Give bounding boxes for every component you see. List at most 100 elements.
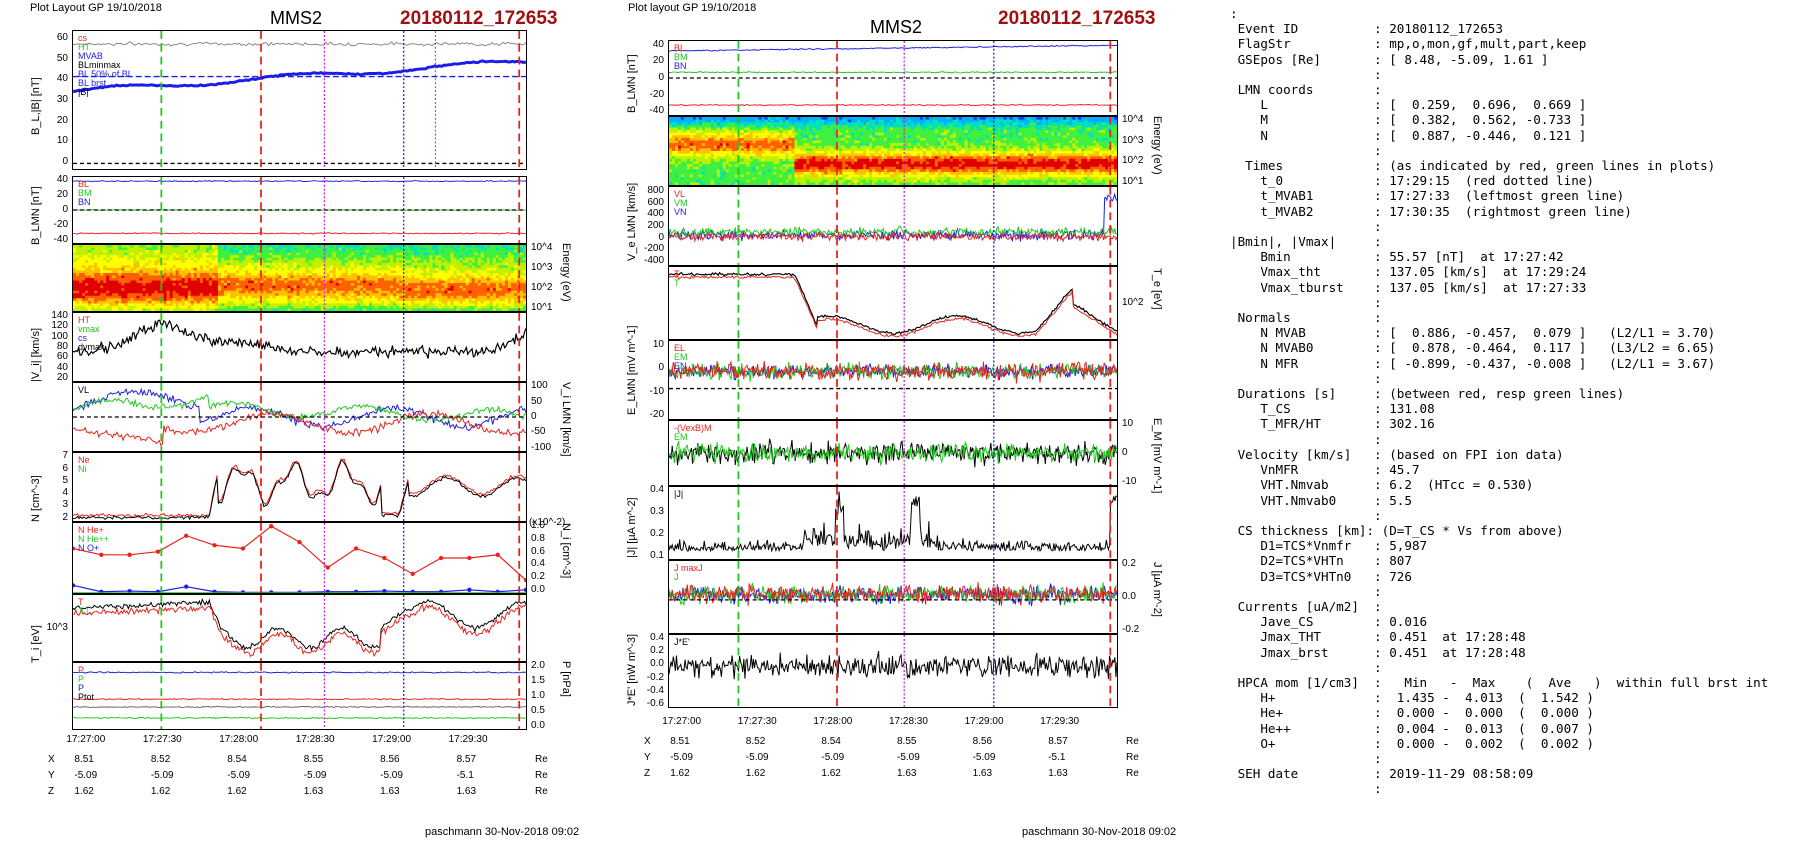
- spectrogram-cell: [139, 252, 143, 256]
- spectrogram-cell: [438, 245, 442, 249]
- spectrogram-cell: [130, 308, 134, 311]
- spectrogram-cell: [429, 290, 433, 294]
- spectrogram-cell: [115, 265, 119, 269]
- spectrogram-cell: [205, 303, 210, 307]
- spectrogram-cell: [184, 295, 189, 299]
- spectrogram-cell: [746, 119, 751, 123]
- spectrogram-cell: [73, 260, 77, 264]
- spectrogram-cell: [100, 290, 104, 294]
- spectrogram-cell: [227, 303, 231, 307]
- spectrogram-cell: [311, 252, 316, 256]
- spectrogram-cell: [175, 275, 180, 279]
- spectrogram-cell: [362, 293, 367, 297]
- spectrogram-cell: [507, 298, 512, 302]
- spectrogram-cell: [157, 285, 162, 289]
- spectrogram-cell: [447, 280, 452, 284]
- spectrogram-cell: [224, 272, 228, 277]
- spectrogram-cell: [689, 151, 694, 155]
- spectrogram-cell: [704, 158, 709, 163]
- spectrogram-cell: [362, 262, 367, 266]
- spectrogram-cell: [115, 305, 119, 310]
- spectrogram-cell: [317, 275, 322, 279]
- spectrogram-cell: [677, 158, 682, 163]
- spectrogram-cell: [323, 265, 328, 269]
- spectrogram-cell: [202, 298, 207, 302]
- spectrogram-cell: [356, 278, 361, 282]
- spectrogram-cell: [332, 305, 337, 310]
- spectrogram-cell: [323, 285, 328, 289]
- spectrogram-cell: [692, 179, 697, 183]
- spectrogram-cell: [408, 267, 412, 271]
- spectrogram-cell: [683, 174, 688, 178]
- panel-ylabel: T_i [eV]: [30, 625, 42, 663]
- spectrogram-cell: [148, 262, 153, 266]
- spectrogram-cell: [722, 153, 727, 157]
- spectrogram-cell: [480, 252, 485, 256]
- spectrogram-cell: [154, 280, 159, 284]
- spectrogram-cell: [275, 267, 279, 271]
- panel-legend-entry: BM: [674, 52, 688, 62]
- spectrogram-cell: [73, 293, 77, 297]
- spectrogram-cell: [308, 288, 313, 292]
- trace-P-i: [73, 705, 526, 709]
- spectrogram-cell: [293, 275, 298, 279]
- spectrogram-cell: [725, 117, 730, 121]
- spectrogram-cell: [740, 174, 745, 178]
- spectrogram-cell: [387, 262, 391, 266]
- spectrogram-cell: [462, 285, 467, 289]
- spectrogram-cell: [75, 278, 80, 282]
- spectrogram-cell: [254, 278, 258, 282]
- spectrogram-cell: [230, 255, 234, 259]
- spectrogram-cell: [287, 295, 292, 299]
- spectrogram-cell: [196, 275, 201, 279]
- spectrogram-cell: [208, 295, 213, 299]
- spectrogram-cell: [217, 305, 222, 310]
- spectrogram-cell: [350, 260, 355, 264]
- spectrogram-cell: [187, 252, 192, 256]
- spectrogram-cell: [257, 308, 261, 311]
- panel-legend-entry: BN: [674, 61, 687, 71]
- spectrogram-cell: [248, 285, 252, 289]
- spectrogram-cell: [341, 308, 346, 311]
- spectrogram-cell: [504, 255, 509, 259]
- spectrogram-cell: [761, 127, 766, 131]
- spectrogram-cell: [233, 290, 237, 294]
- spectrogram-cell: [731, 127, 736, 131]
- spectrogram-cell: [251, 260, 255, 264]
- spectrogram-cell: [272, 272, 276, 277]
- spectrogram-cell: [254, 272, 258, 277]
- spectrogram-cell: [701, 164, 706, 168]
- spectrogram-cell: [79, 257, 83, 261]
- spectrogram-cell: [510, 260, 515, 264]
- spectrogram-cell: [233, 305, 237, 310]
- spectrogram-cell: [187, 275, 192, 279]
- spectrogram-cell: [293, 247, 298, 251]
- spectrogram-cell: [671, 174, 676, 178]
- spectrogram-cell: [181, 260, 186, 264]
- spectrogram-cell: [399, 295, 403, 299]
- spectrogram-cell: [208, 265, 213, 269]
- spectrogram-cell: [130, 295, 134, 299]
- spectrogram-cell: [359, 252, 364, 256]
- spectrogram-cell: [698, 158, 703, 163]
- spectrogram-cell: [332, 308, 337, 311]
- spectrogram-cell: [154, 300, 159, 304]
- spectrogram-cell: [477, 293, 482, 297]
- spectrogram-cell: [405, 275, 409, 279]
- spectrogram-cell: [121, 245, 125, 249]
- spectrogram-cell: [356, 255, 361, 259]
- spectrogram-cell: [674, 127, 679, 131]
- spectrogram-cell: [317, 250, 322, 254]
- spectrogram-cell: [236, 285, 240, 289]
- spectrogram-cell: [187, 270, 192, 274]
- spectrogram-cell: [142, 278, 147, 282]
- spectrogram-cell: [160, 295, 165, 299]
- spectrogram-cell: [220, 280, 225, 284]
- spectrogram-cell: [495, 298, 500, 302]
- spectrogram-cell: [429, 295, 433, 299]
- spectrogram-cell: [713, 143, 718, 147]
- spectrogram-cell: [486, 270, 491, 274]
- spectrogram-cell: [414, 250, 418, 254]
- spectrogram-cell: [471, 300, 476, 304]
- spectrogram-cell: [196, 285, 201, 289]
